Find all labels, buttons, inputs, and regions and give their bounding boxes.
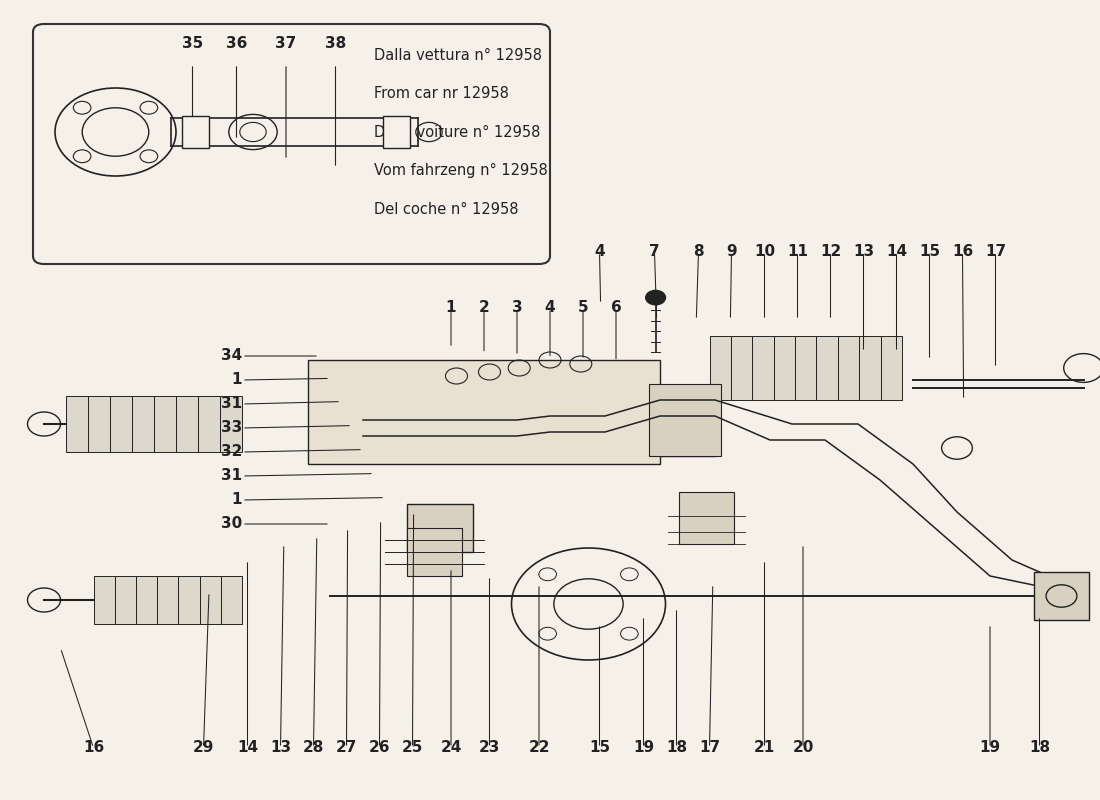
Text: 3: 3 <box>512 301 522 315</box>
Text: 4: 4 <box>544 301 556 315</box>
Bar <box>710 336 730 400</box>
Bar <box>407 528 462 576</box>
Text: 17: 17 <box>984 245 1006 259</box>
Text: 1: 1 <box>231 493 242 507</box>
Bar <box>730 336 752 400</box>
FancyBboxPatch shape <box>33 24 550 264</box>
Text: 1: 1 <box>231 373 242 387</box>
Text: 10: 10 <box>754 245 776 259</box>
Bar <box>221 576 242 624</box>
Bar <box>795 336 816 400</box>
Bar <box>838 336 859 400</box>
Bar <box>649 384 720 456</box>
Bar <box>773 336 795 400</box>
Bar <box>198 396 220 452</box>
Text: 31: 31 <box>221 469 242 483</box>
Bar <box>157 576 178 624</box>
Text: Dalla vettura n° 12958: Dalla vettura n° 12958 <box>374 48 542 63</box>
Text: From car nr 12958: From car nr 12958 <box>374 86 509 102</box>
Text: 11: 11 <box>786 245 808 259</box>
Text: 5: 5 <box>578 301 588 315</box>
Text: 12: 12 <box>820 245 842 259</box>
Text: 24: 24 <box>440 741 462 755</box>
Bar <box>199 576 221 624</box>
Text: 19: 19 <box>632 741 654 755</box>
Text: 20: 20 <box>792 741 814 755</box>
Bar <box>154 396 176 452</box>
Text: 30: 30 <box>221 517 242 531</box>
Text: 18: 18 <box>1028 741 1050 755</box>
Bar <box>178 576 199 624</box>
Text: 15: 15 <box>918 245 940 259</box>
Circle shape <box>646 290 666 305</box>
Bar <box>407 504 473 552</box>
Text: 14: 14 <box>236 741 258 755</box>
Bar <box>66 396 88 452</box>
Text: 13: 13 <box>270 741 292 755</box>
Bar <box>383 116 410 148</box>
Text: 28: 28 <box>302 741 324 755</box>
Text: 8: 8 <box>693 245 704 259</box>
Text: 21: 21 <box>754 741 776 755</box>
Text: 18: 18 <box>666 741 688 755</box>
Text: 32: 32 <box>221 445 242 459</box>
Text: 2: 2 <box>478 301 490 315</box>
Text: 16: 16 <box>952 245 974 259</box>
Text: 31: 31 <box>221 397 242 411</box>
Bar <box>114 576 136 624</box>
Text: 27: 27 <box>336 741 358 755</box>
Text: 7: 7 <box>649 245 660 259</box>
Text: 38: 38 <box>324 37 346 51</box>
Bar <box>182 116 209 148</box>
Bar <box>881 336 902 400</box>
Text: 6: 6 <box>610 301 621 315</box>
Bar <box>132 396 154 452</box>
Text: 37: 37 <box>275 37 297 51</box>
Text: 4: 4 <box>594 245 605 259</box>
Text: 26: 26 <box>368 741 390 755</box>
Text: 36: 36 <box>226 37 248 51</box>
Bar <box>136 576 157 624</box>
Text: 1: 1 <box>446 301 456 315</box>
Text: 14: 14 <box>886 245 907 259</box>
Text: 35: 35 <box>182 37 204 51</box>
Text: 22: 22 <box>528 741 550 755</box>
Text: 34: 34 <box>221 349 242 363</box>
Bar <box>752 336 773 400</box>
Bar <box>308 360 660 464</box>
Bar <box>816 336 838 400</box>
Text: 13: 13 <box>852 245 874 259</box>
Text: 15: 15 <box>588 741 610 755</box>
Bar <box>859 336 881 400</box>
Text: 19: 19 <box>979 741 1001 755</box>
Bar <box>1034 572 1089 620</box>
Bar <box>110 396 132 452</box>
Text: 25: 25 <box>402 741 424 755</box>
Text: eurospares: eurospares <box>178 170 372 198</box>
Bar <box>220 396 242 452</box>
Text: 33: 33 <box>221 421 242 435</box>
Bar <box>679 492 734 544</box>
Text: 23: 23 <box>478 741 500 755</box>
Bar <box>94 576 114 624</box>
Text: Del coche n° 12958: Del coche n° 12958 <box>374 202 518 217</box>
Bar <box>660 396 715 456</box>
Text: 16: 16 <box>82 741 104 755</box>
Text: Vom fahrzeng n° 12958: Vom fahrzeng n° 12958 <box>374 163 548 178</box>
Text: 9: 9 <box>726 245 737 259</box>
Bar <box>88 396 110 452</box>
Text: eurospares: eurospares <box>383 390 717 442</box>
Text: 29: 29 <box>192 741 215 755</box>
Text: De la voiture n° 12958: De la voiture n° 12958 <box>374 125 540 140</box>
Bar <box>176 396 198 452</box>
Text: 17: 17 <box>698 741 720 755</box>
